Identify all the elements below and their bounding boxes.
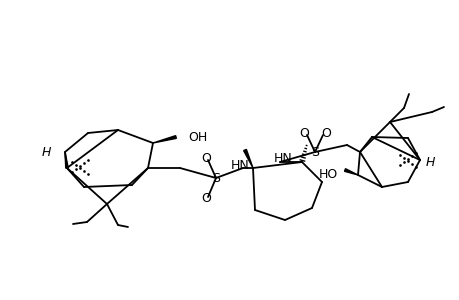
Text: O: O bbox=[201, 152, 211, 164]
Text: O: O bbox=[298, 127, 308, 140]
Text: H: H bbox=[41, 146, 50, 158]
Text: HN: HN bbox=[230, 158, 249, 172]
Polygon shape bbox=[65, 152, 68, 168]
Polygon shape bbox=[344, 169, 357, 175]
Text: O: O bbox=[201, 193, 211, 206]
Text: S: S bbox=[310, 146, 318, 158]
Text: HN: HN bbox=[273, 152, 292, 164]
Polygon shape bbox=[153, 136, 176, 143]
Text: H: H bbox=[425, 155, 434, 169]
Text: HO: HO bbox=[318, 167, 337, 181]
Text: O: O bbox=[320, 127, 330, 140]
Text: OH: OH bbox=[188, 130, 207, 143]
Text: S: S bbox=[212, 172, 219, 184]
Polygon shape bbox=[243, 149, 252, 168]
